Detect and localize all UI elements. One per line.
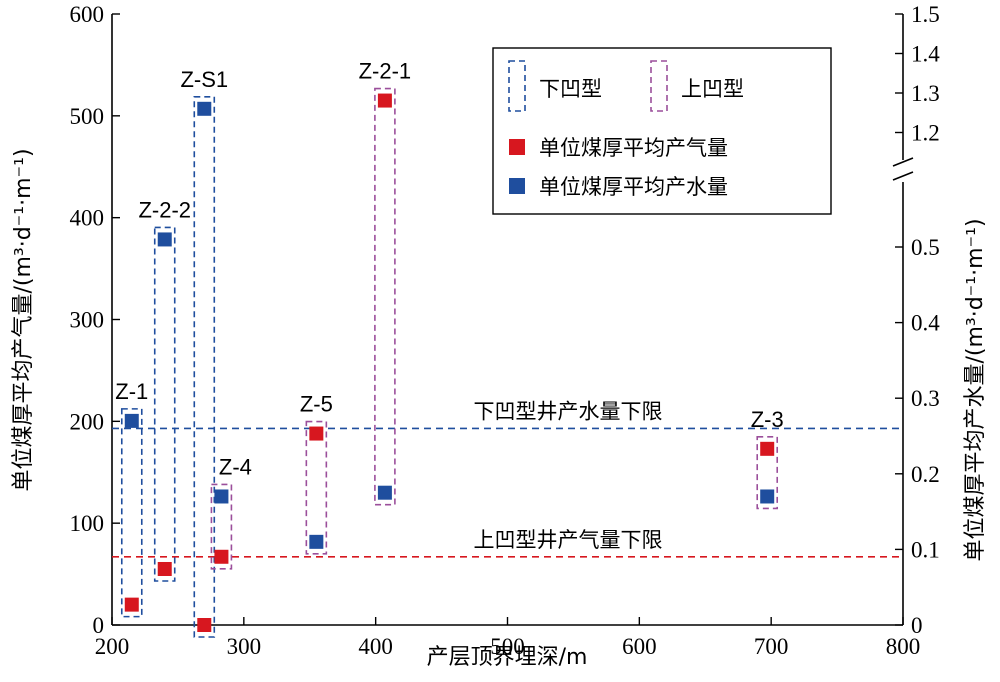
well-label: Z-S1 — [180, 67, 228, 92]
left-axis-ticks: 0 100 200 300 400 500 600 — [70, 2, 120, 638]
group-boxes — [120, 87, 779, 638]
water-point — [760, 489, 775, 504]
gas-point — [214, 549, 229, 564]
gas-point — [309, 426, 324, 441]
gas-point — [760, 441, 775, 456]
legend-label-down-concave: 下凹型 — [539, 77, 602, 101]
legend-marker-up-concave — [650, 60, 668, 112]
left-tick-label: 0 — [93, 613, 105, 638]
legend: 下凹型 上凹型 单位煤厚平均产气量 单位煤厚平均产水量 — [492, 47, 832, 215]
well-label: Z-3 — [751, 407, 784, 432]
legend-label-up-concave: 上凹型 — [681, 77, 744, 101]
data-markers — [124, 93, 775, 632]
group-box — [120, 408, 143, 618]
left-tick-label: 100 — [70, 511, 105, 536]
left-tick-label: 200 — [70, 409, 105, 434]
left-tick-label: 300 — [70, 308, 105, 333]
legend-label-gas-production: 单位煤厚平均产气量 — [539, 136, 728, 160]
legend-marker-gas-production — [509, 139, 525, 155]
x-tick-label: 200 — [95, 634, 130, 659]
right-tick-label: 1.3 — [911, 81, 940, 106]
water-point — [157, 232, 172, 247]
x-tick-label: 400 — [358, 634, 393, 659]
reference-line-label: 下凹型井产水量下限 — [474, 399, 663, 423]
right-tick-label: 1.4 — [911, 42, 940, 67]
gas-point — [157, 561, 172, 576]
legend-frame — [492, 47, 832, 215]
group-box — [153, 226, 176, 582]
group-box — [305, 420, 328, 555]
legend-marker-water-production — [509, 178, 525, 194]
right-tick-label: 1.2 — [911, 121, 940, 146]
group-box — [193, 96, 216, 638]
right-tick-label: 0.5 — [911, 235, 940, 260]
left-tick-label: 600 — [70, 2, 105, 27]
left-axis-title: 单位煤厚平均产气量/(m³·d⁻¹·m⁻¹) — [11, 148, 36, 491]
water-point — [214, 489, 229, 504]
reference-line-label: 上凹型井产气量下限 — [474, 528, 663, 552]
gas-point — [377, 93, 392, 108]
right-tick-label: 0 — [911, 613, 923, 638]
right-tick-label: 0.2 — [911, 462, 940, 487]
legend-marker-down-concave — [508, 60, 526, 112]
well-label: Z-2-1 — [359, 59, 412, 84]
well-label: Z-1 — [115, 379, 148, 404]
well-labels: Z-1 Z-2-2 Z-S1 Z-4 Z-5 Z-2-1 Z-3 — [115, 59, 783, 480]
well-label: Z-5 — [300, 392, 333, 417]
x-tick-label: 600 — [622, 634, 657, 659]
right-axis-title: 单位煤厚平均产水量/(m³·d⁻¹·m⁻¹) — [963, 218, 988, 561]
legend-label-water-production: 单位煤厚平均产水量 — [539, 175, 728, 199]
left-tick-label: 400 — [70, 206, 105, 231]
water-point — [124, 413, 139, 428]
right-tick-label: 1.5 — [911, 2, 940, 27]
right-tick-label: 0.4 — [911, 311, 940, 336]
right-tick-label: 0.1 — [911, 537, 940, 562]
x-axis-title: 产层顶界埋深/m — [427, 645, 588, 670]
left-tick-label: 500 — [70, 104, 105, 129]
x-tick-label: 700 — [754, 634, 789, 659]
well-label: Z-2-2 — [138, 197, 191, 222]
right-tick-label: 0.3 — [911, 386, 940, 411]
water-point — [197, 101, 212, 116]
well-label: Z-4 — [219, 454, 252, 479]
x-tick-label: 500 — [490, 634, 525, 659]
x-axis-ticks: 200 300 400 500 600 700 800 — [95, 617, 921, 659]
group-box — [210, 483, 233, 570]
x-tick-label: 800 — [886, 634, 921, 659]
right-axis-ticks: 0 0.1 0.2 0.3 0.4 0.5 1.2 1.3 1.4 1.5 — [895, 2, 940, 638]
gas-point — [124, 597, 139, 612]
water-point — [309, 534, 324, 549]
group-box — [374, 87, 396, 506]
x-tick-label: 300 — [227, 634, 262, 659]
water-point — [377, 485, 392, 500]
gas-point — [197, 618, 212, 632]
right-axis-break-mark — [892, 157, 914, 181]
group-box — [756, 436, 779, 510]
